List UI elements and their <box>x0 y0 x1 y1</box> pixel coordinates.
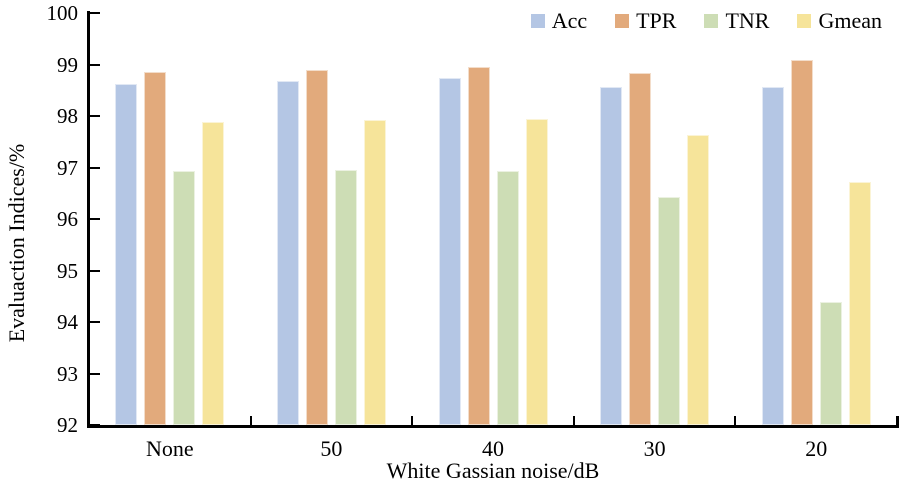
legend-swatch-tpr <box>615 14 630 28</box>
bar-tnr-50 <box>334 170 357 425</box>
x-axis-title: White Gassian noise/dB <box>386 458 600 483</box>
bar-tnr-none <box>173 170 196 425</box>
y-tick <box>90 115 100 117</box>
bar-gmean-50 <box>363 120 386 425</box>
chart-legend: Acc TPR TNR Gmean <box>530 8 882 33</box>
x-axis-end-cap <box>896 416 899 428</box>
bar-gmean-none <box>202 122 225 425</box>
y-tick <box>90 63 100 66</box>
y-tick <box>90 218 100 220</box>
bar-acc-30 <box>600 86 623 425</box>
legend-item-tpr: TPR <box>615 9 676 33</box>
y-tick-label: 96 <box>57 207 78 231</box>
y-tick-label: 100 <box>46 1 79 25</box>
legend-swatch-tnr <box>704 14 719 28</box>
x-tick <box>572 416 575 425</box>
bar-tpr-none <box>144 72 167 425</box>
x-tick <box>734 416 737 425</box>
legend-swatch-gmean <box>797 14 812 28</box>
bar-acc-50 <box>276 81 299 425</box>
bar-gmean-40 <box>525 118 548 425</box>
y-tick-label: 94 <box>57 310 78 334</box>
y-tick <box>90 321 100 323</box>
x-axis-line <box>87 425 899 428</box>
x-tick <box>249 416 252 425</box>
bar-tpr-40 <box>467 66 490 425</box>
bar-gmean-20 <box>848 182 871 425</box>
y-tick <box>90 166 100 169</box>
x-category-label: 40 <box>481 436 504 461</box>
legend-label-tnr: TNR <box>725 8 770 33</box>
x-category-label: 50 <box>320 436 343 461</box>
y-axis-line <box>87 11 90 428</box>
y-tick-label: 95 <box>57 258 78 283</box>
bar-acc-20 <box>761 86 784 425</box>
bar-tnr-30 <box>658 197 681 425</box>
x-category-label: 30 <box>643 436 666 461</box>
legend-item-gmean: Gmean <box>797 9 882 33</box>
y-tick-label: 99 <box>57 52 78 77</box>
legend-label-acc: Acc <box>551 8 588 33</box>
y-axis-title: Evaluaction Indices/% <box>4 143 29 343</box>
legend-label-gmean: Gmean <box>818 8 882 33</box>
y-tick-label: 93 <box>57 361 78 386</box>
bar-tnr-40 <box>496 170 519 425</box>
bar-tpr-50 <box>305 69 328 425</box>
y-tick-label: 92 <box>57 413 78 437</box>
legend-swatch-acc <box>530 14 545 28</box>
y-tick <box>90 372 100 375</box>
bar-gmean-30 <box>687 135 710 425</box>
y-tick <box>90 269 100 272</box>
legend-label-tpr: TPR <box>636 8 677 33</box>
legend-item-acc: Acc <box>530 8 588 33</box>
x-category-label: None <box>145 436 194 461</box>
bar-tnr-20 <box>819 301 842 425</box>
legend-item-tnr: TNR <box>704 9 769 33</box>
bar-acc-none <box>115 84 138 425</box>
y-tick-label: 98 <box>57 104 78 128</box>
y-tick <box>90 12 100 14</box>
y-tick-label: 97 <box>57 155 78 180</box>
x-tick <box>411 416 414 425</box>
y-tick <box>90 424 100 426</box>
x-category-label: 20 <box>805 436 828 461</box>
bar-tpr-30 <box>629 72 652 425</box>
bar-tpr-20 <box>790 59 813 425</box>
bar-acc-40 <box>438 78 461 425</box>
